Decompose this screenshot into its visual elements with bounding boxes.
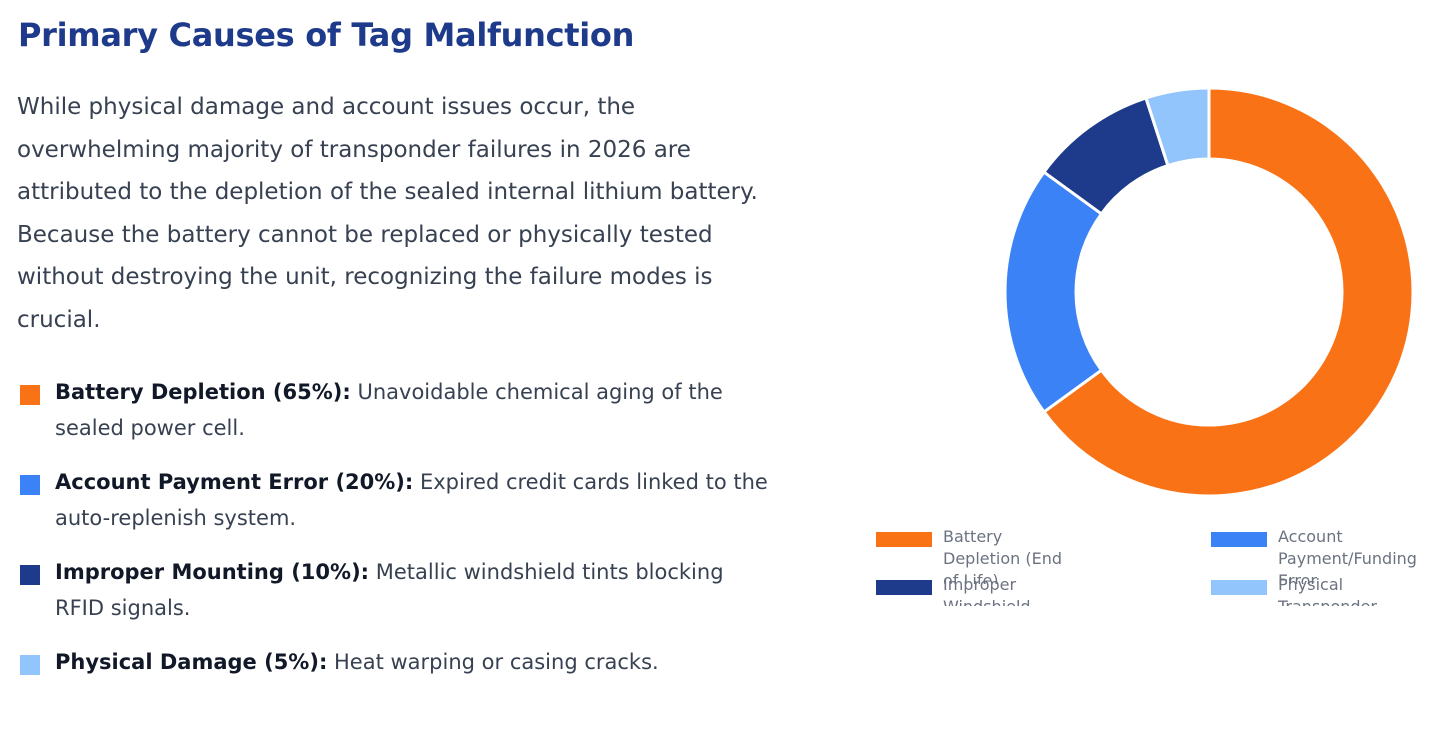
legend-label: Payment/Funding <box>1278 549 1417 568</box>
slice-account <box>1003 169 1104 415</box>
causes-list: Battery Depletion (65%): Unavoidable che… <box>18 374 778 734</box>
legend-label: of Life) <box>943 571 999 590</box>
cause-item-battery-depletion: Battery Depletion (65%): Unavoidable che… <box>18 374 778 464</box>
legend-label: Depletion (End <box>943 549 1062 568</box>
cause-item-improper-mounting: Improper Mounting (10%): Metallic windsh… <box>18 554 778 644</box>
cause-label: Improper Mounting (10%): <box>55 560 370 584</box>
cause-description: Metallic windshield tints blocking RFID … <box>55 560 724 620</box>
cause-label: Account Payment Error (20%): <box>55 470 414 494</box>
legend-swatch <box>1211 532 1267 547</box>
legend-label: Improper <box>943 575 1016 594</box>
page-title: Primary Causes of Tag Malfunction <box>18 16 635 54</box>
doughnut-chart: Battery Depletion (End of Life) Account Paym… <box>862 70 1456 630</box>
legend-item-improper: Improper Windshield <box>876 575 1031 616</box>
legend-label: Account <box>1278 527 1343 546</box>
cause-swatch <box>20 655 40 675</box>
slice-physical <box>1144 86 1211 168</box>
cause-label: Physical Damage (5%): <box>55 650 328 674</box>
legend-swatch <box>876 532 932 547</box>
legend-swatch <box>1211 580 1267 595</box>
cause-description: Heat warping or casing cracks. <box>327 650 659 674</box>
legend-item-physical: Physical Transponder <box>1211 575 1377 616</box>
cause-item-physical-damage: Physical Damage (5%): Heat warping or ca… <box>18 644 778 734</box>
cause-swatch <box>20 385 40 405</box>
legend-item-battery: Battery Depletion (End of Life) <box>876 527 1062 590</box>
intro-paragraph: While physical damage and account issues… <box>17 94 758 333</box>
doughnut-chart-svg: Battery Depletion (End of Life) Account Paym… <box>876 86 1417 616</box>
legend-label: Transponder <box>1277 597 1377 616</box>
cause-description: Expired credit cards linked to the auto-… <box>55 470 768 530</box>
legend-label: Error <box>1278 571 1317 590</box>
legend-label: Physical <box>1278 575 1343 594</box>
legend-item-account: Account Payment/Funding Error <box>1211 527 1417 590</box>
cause-label: Battery Depletion (65%): <box>55 380 351 404</box>
legend-swatch <box>876 580 932 595</box>
slice-battery <box>1041 86 1415 498</box>
legend-label: Battery <box>943 527 1002 546</box>
cause-swatch <box>20 475 40 495</box>
legend-label: Windshield <box>943 597 1031 616</box>
cause-swatch <box>20 565 40 585</box>
cause-description: Unavoidable chemical aging of the sealed… <box>55 380 723 440</box>
cause-item-account-payment-error: Account Payment Error (20%): Expired cre… <box>18 464 778 554</box>
